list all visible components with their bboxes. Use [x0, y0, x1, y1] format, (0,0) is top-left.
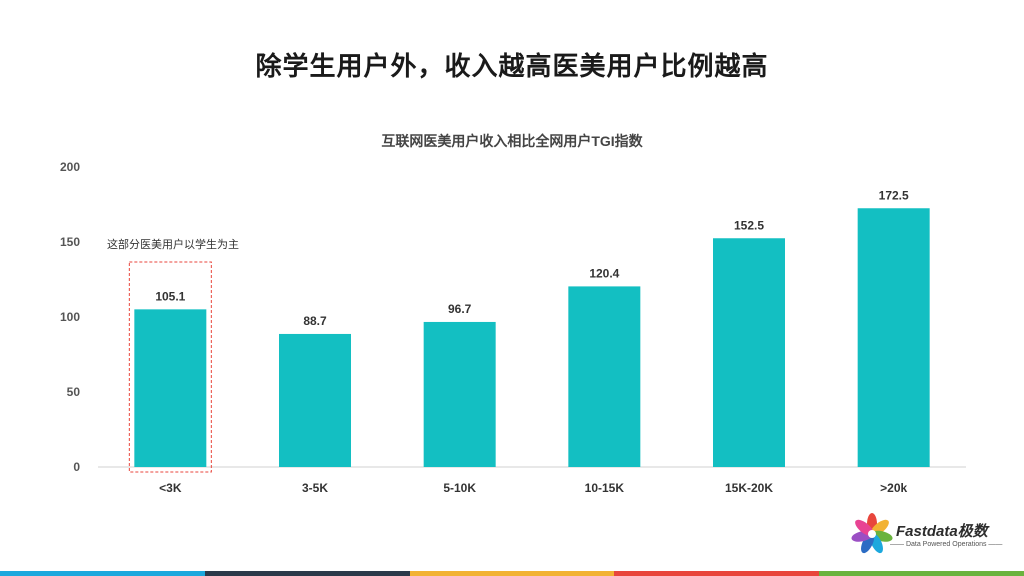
x-tick-label: 5-10K	[443, 481, 476, 495]
data-label: 152.5	[734, 218, 764, 232]
flower-icon	[851, 513, 893, 554]
student-annotation: 这部分医美用户以学生为主	[107, 238, 239, 251]
bar-4	[713, 238, 785, 467]
footer-segment	[409, 571, 615, 576]
y-tick-label: 0	[73, 460, 80, 474]
data-label: 88.7	[303, 314, 327, 328]
x-tick-label: 10-15K	[585, 481, 625, 495]
logo-name: Fastdata极数	[896, 523, 988, 540]
data-label: 96.7	[448, 302, 472, 316]
y-tick-label: 50	[67, 385, 81, 399]
data-label: 172.5	[879, 188, 909, 202]
data-label: 105.1	[155, 289, 185, 303]
bar-1	[279, 333, 351, 467]
chart-title: 互联网医美用户收入相比全网用户TGI指数	[381, 133, 643, 149]
x-tick-label: 15K-20K	[725, 481, 773, 495]
y-tick-label: 100	[60, 310, 80, 324]
data-label: 120.4	[589, 266, 619, 280]
footer-segment	[819, 571, 1024, 576]
x-tick-label: <3K	[159, 481, 182, 495]
bar-0	[134, 309, 207, 467]
bar-3	[568, 286, 641, 467]
footer-segment	[204, 571, 410, 576]
x-tick-label: 3-5K	[302, 481, 328, 495]
footer-segment	[614, 571, 820, 576]
bar-5	[857, 208, 930, 467]
y-tick-label: 200	[60, 160, 80, 174]
y-tick-label: 150	[60, 235, 80, 249]
highlight-box	[128, 261, 212, 473]
footer-segment	[0, 571, 205, 576]
fastdata-logo: Fastdata极数 —— Data Powered Operations ——	[850, 512, 1010, 558]
footer-color-bar	[0, 571, 1024, 576]
x-tick-label: >20k	[880, 481, 907, 495]
bar-2	[423, 321, 496, 467]
logo-tagline: —— Data Powered Operations ——	[890, 541, 1003, 548]
page-headline: 除学生用户外，收入越高医美用户比例越高	[255, 51, 769, 81]
